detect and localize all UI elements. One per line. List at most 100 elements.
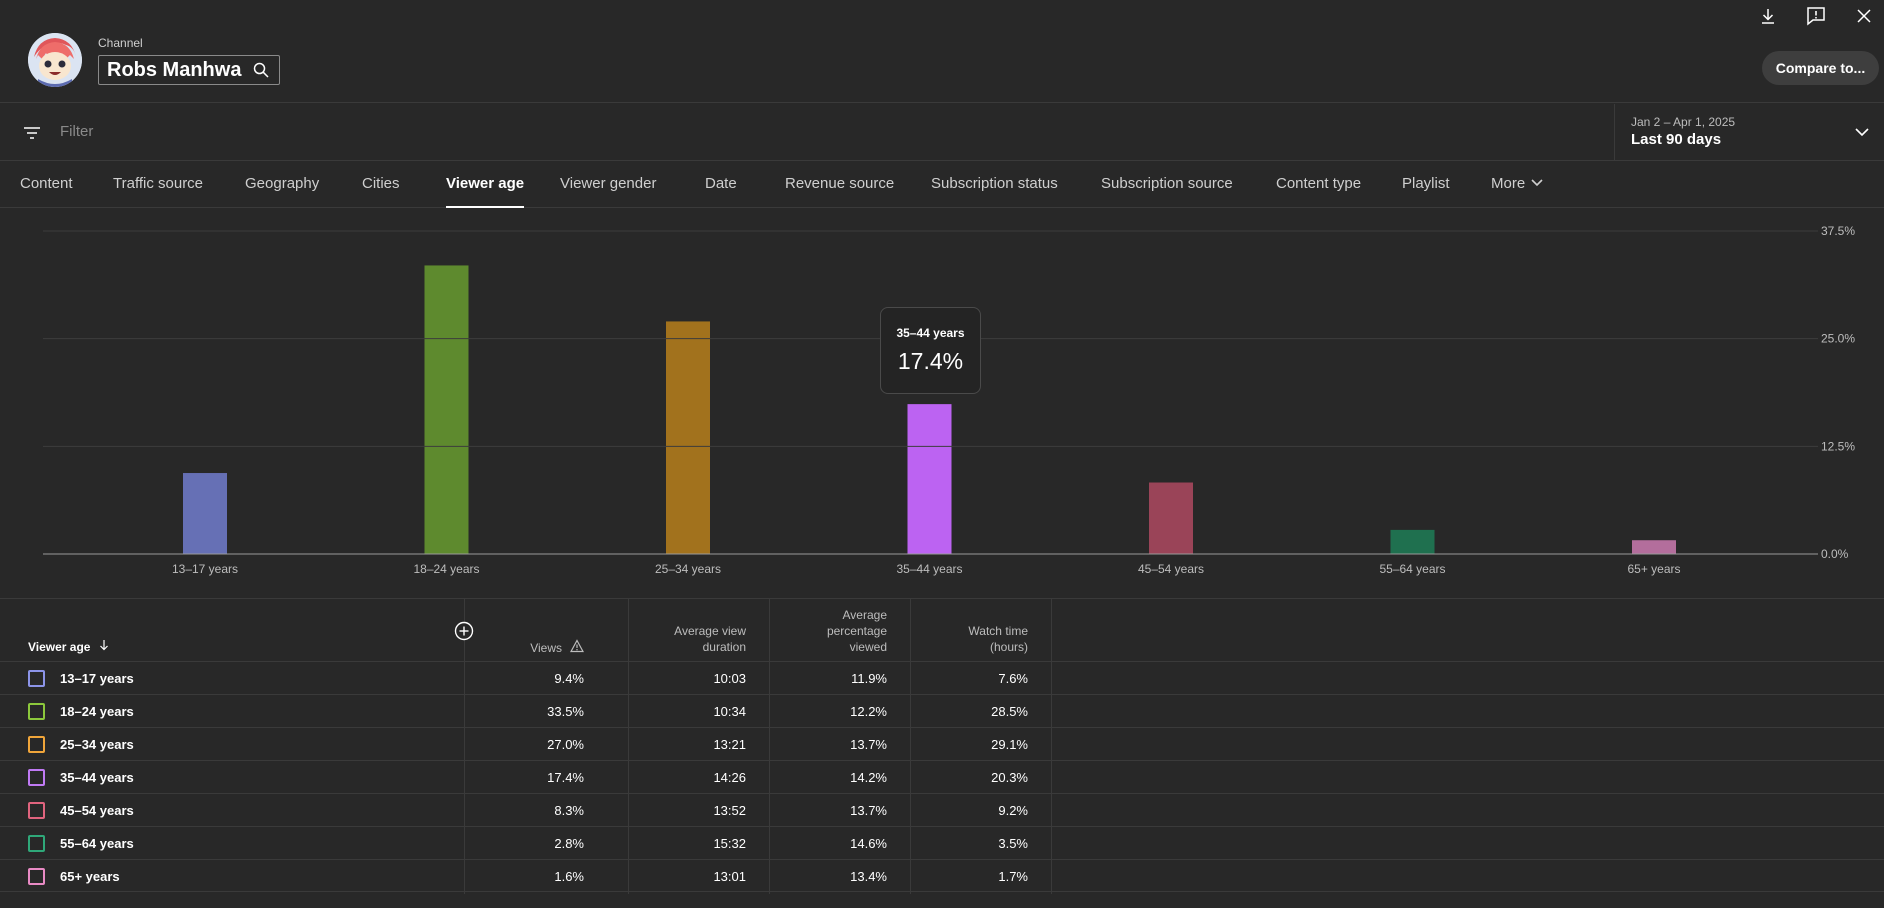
tab-viewer-gender[interactable]: Viewer gender [560, 175, 657, 192]
row-color-checkbox[interactable] [28, 802, 45, 819]
row-label: 25–34 years [60, 737, 134, 752]
header-average-view-duration[interactable]: Average view duration [674, 624, 746, 654]
bar-2[interactable] [666, 321, 710, 554]
tab-subscription-source[interactable]: Subscription source [1101, 175, 1233, 192]
y-tick-label: 12.5% [1821, 439, 1855, 453]
table-row[interactable]: 35–44 years 17.4% 14:26 14.2% 20.3% [0, 760, 1884, 793]
table-cell: 14.6% [850, 836, 887, 851]
row-label: 18–24 years [60, 704, 134, 719]
table-cell: 10:34 [713, 704, 746, 719]
close-icon[interactable] [1852, 4, 1876, 28]
warning-icon [569, 639, 585, 657]
y-tick-label: 25.0% [1821, 332, 1855, 346]
feedback-icon[interactable] [1804, 4, 1828, 28]
table-cell: 13:21 [713, 737, 746, 752]
chart-area: 0.0% 12.5% 25.0% 37.5% 13–17 years 18–24 year… [0, 209, 1884, 599]
table-row[interactable]: 55–64 years 2.8% 15:32 14.6% 3.5% [0, 826, 1884, 859]
y-tick-label: 0.0% [1821, 547, 1849, 561]
x-tick-label: 55–64 years [1379, 562, 1445, 576]
tab-viewer-age[interactable]: Viewer age [446, 175, 525, 208]
filter-input[interactable]: Filter [60, 123, 94, 140]
y-tick-label: 37.5% [1821, 224, 1855, 238]
filter-icon[interactable] [22, 123, 42, 143]
row-color-checkbox[interactable] [28, 868, 45, 885]
tab-more[interactable]: More [1491, 175, 1545, 208]
tab-content[interactable]: Content [20, 175, 73, 192]
table-cell: 14.2% [850, 770, 887, 785]
filter-bar: Filter Jan 2 – Apr 1, 2025 Last 90 days [0, 104, 1884, 161]
row-color-checkbox[interactable] [28, 835, 45, 852]
tab-subscription-status[interactable]: Subscription status [931, 175, 1058, 192]
header-views-label: Views [530, 641, 562, 655]
row-color-checkbox[interactable] [28, 703, 45, 720]
table-cell: 28.5% [991, 704, 1028, 719]
column-divider [1051, 599, 1052, 894]
table-cell: 13:52 [713, 803, 746, 818]
dimension-tabs: Content Traffic source Geography Cities … [0, 162, 1884, 208]
table-cell: 13.7% [850, 803, 887, 818]
date-range-selector[interactable]: Jan 2 – Apr 1, 2025 Last 90 days [1614, 104, 1884, 161]
channel-name: Robs Manhwa [107, 58, 242, 81]
tab-traffic-source[interactable]: Traffic source [113, 175, 204, 192]
x-tick-label: 25–34 years [655, 562, 721, 576]
table-cell: 8.3% [554, 803, 584, 818]
table-cell: 14:26 [713, 770, 746, 785]
table-cell: 15:32 [713, 836, 746, 851]
column-divider [769, 599, 770, 894]
table-row[interactable]: 65+ years 1.6% 13:01 13.4% 1.7% [0, 859, 1884, 892]
bar-1[interactable] [424, 265, 469, 554]
table-cell: 10:03 [713, 671, 746, 686]
table-row[interactable]: 45–54 years 8.3% 13:52 13.7% 9.2% [0, 793, 1884, 826]
tab-geography[interactable]: Geography [245, 175, 320, 192]
arrow-down-icon [98, 639, 110, 654]
bar-0[interactable] [183, 473, 227, 554]
bar-4[interactable] [1149, 482, 1193, 554]
bar-6[interactable] [1632, 540, 1676, 554]
tab-content-type[interactable]: Content type [1276, 175, 1362, 192]
add-column-icon[interactable] [454, 621, 474, 641]
table-row[interactable]: 13–17 years 9.4% 10:03 11.9% 7.6% [0, 661, 1884, 694]
tab-date[interactable]: Date [705, 175, 737, 192]
table-cell: 13:01 [713, 869, 746, 884]
x-tick-label: 35–44 years [896, 562, 962, 576]
table-row[interactable]: 18–24 years 33.5% 10:34 12.2% 28.5% [0, 694, 1884, 727]
row-color-checkbox[interactable] [28, 769, 45, 786]
header-watch-time[interactable]: Watch time (hours) [968, 624, 1028, 654]
tab-playlist[interactable]: Playlist [1402, 175, 1450, 192]
row-color-checkbox[interactable] [28, 736, 45, 753]
table-row[interactable]: 25–34 years 27.0% 13:21 13.7% 29.1% [0, 727, 1884, 760]
header-views[interactable]: Views [530, 639, 585, 657]
tab-cities[interactable]: Cities [362, 175, 400, 192]
tab-more-label: More [1491, 175, 1526, 192]
chevron-down-icon [1852, 122, 1872, 142]
table-cell: 2.8% [554, 836, 584, 851]
download-icon[interactable] [1756, 4, 1780, 28]
bar-5[interactable] [1390, 529, 1435, 554]
header-viewer-age-label: Viewer age [28, 639, 91, 654]
avatar[interactable] [28, 33, 82, 87]
compare-button[interactable]: Compare to... [1762, 51, 1879, 85]
bar-3[interactable] [907, 404, 952, 554]
x-tick-label: 18–24 years [413, 562, 479, 576]
row-label: 45–54 years [60, 803, 134, 818]
table-cell: 9.4% [554, 671, 584, 686]
search-icon[interactable] [253, 62, 269, 78]
table-cell: 3.5% [998, 836, 1028, 851]
x-tick-label: 65+ years [1627, 562, 1680, 576]
date-range-label: Last 90 days [1631, 131, 1722, 148]
x-tick-label: 45–54 years [1138, 562, 1204, 576]
column-divider [464, 599, 465, 894]
tooltip-value: 17.4% [897, 348, 964, 374]
header-average-percentage-viewed[interactable]: Average percentage viewed [826, 608, 887, 654]
row-color-checkbox[interactable] [28, 670, 45, 687]
tooltip-label: 35–44 years [896, 326, 965, 340]
tab-revenue-source[interactable]: Revenue source [785, 175, 895, 192]
channel-label: Channel [98, 36, 143, 50]
data-table: Viewer age Views Average view duration A… [0, 599, 1884, 894]
date-range-dates: Jan 2 – Apr 1, 2025 [1631, 115, 1736, 129]
header-viewer-age[interactable]: Viewer age [28, 639, 110, 654]
table-cell: 13.4% [850, 869, 887, 884]
channel-selector[interactable]: Robs Manhwa [98, 55, 280, 85]
table-cell: 13.7% [850, 737, 887, 752]
bar-chart: 0.0% 12.5% 25.0% 37.5% 13–17 years 18–24 year… [43, 224, 1855, 576]
